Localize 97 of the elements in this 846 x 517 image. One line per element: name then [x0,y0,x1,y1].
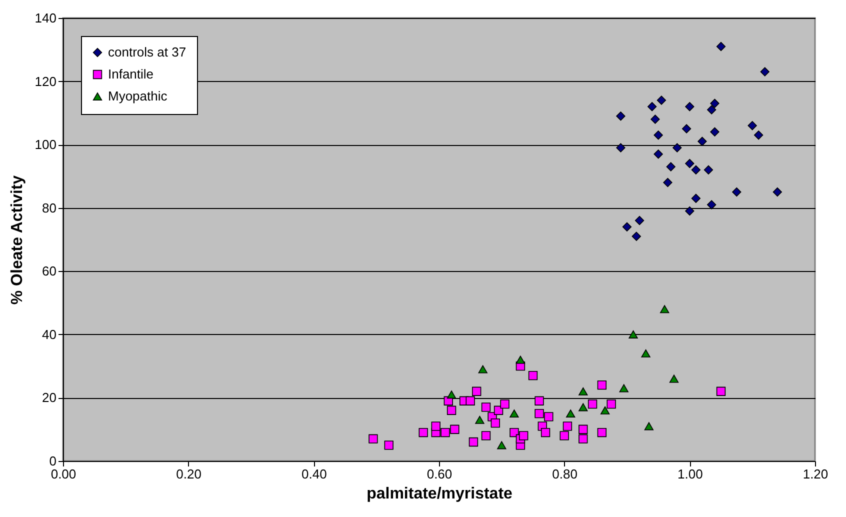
point [544,412,554,422]
point [440,428,450,438]
point [478,365,488,374]
point [732,187,742,197]
x-tick-label: 0.20 [176,466,202,482]
point [716,42,726,52]
point [534,408,544,418]
point [710,127,720,136]
y-axis-title: % Oleate Activity [8,175,26,305]
point [663,178,672,188]
point [368,434,378,444]
point [619,384,628,392]
point [578,387,588,396]
y-tick-label: 20 [42,390,56,406]
point [562,422,572,431]
point [644,422,654,430]
point [650,114,660,124]
point [772,187,782,197]
point [481,402,491,412]
point [481,431,491,440]
legend-label: Infantile [108,66,154,82]
y-tick-label: 40 [42,326,56,342]
point [760,67,770,76]
point [446,406,456,415]
point [632,232,641,241]
point [490,418,500,428]
point [597,428,607,438]
point [622,222,632,232]
point [578,424,588,434]
point [560,431,569,440]
point [510,428,519,438]
point [716,386,726,396]
point [578,403,588,412]
point [647,102,657,112]
y-tick-label: 0 [49,454,56,468]
y-tick-label: 120 [34,74,56,89]
point [628,330,638,338]
point [510,410,519,418]
x-tick-label: 1.00 [678,466,703,482]
point [685,158,694,168]
y-tick-label: 100 [34,137,56,152]
point [468,437,478,447]
x-tick-label: 1.20 [802,466,828,482]
point [654,149,663,159]
point [540,428,550,438]
point [450,424,460,434]
point [672,143,682,152]
point [431,422,440,431]
point [600,406,610,414]
point [616,143,626,152]
point [691,165,701,174]
point [634,216,644,226]
point [656,96,666,105]
point [500,399,510,409]
point [472,386,482,396]
point [691,194,701,203]
point [519,431,528,440]
point [384,440,394,450]
point [446,390,456,399]
point [669,374,679,383]
x-tick-label: 0.80 [552,466,578,482]
legend-label: Myopathic [108,88,168,104]
point [597,380,607,390]
legend-label: controls at 37 [108,44,186,60]
point [704,165,714,174]
x-tick-label: 0.60 [426,466,452,482]
y-tick-label: 60 [42,264,56,279]
point [578,434,588,444]
point [566,410,576,418]
point [685,206,694,216]
point [475,416,484,424]
point [516,356,526,364]
point [588,399,598,409]
point [497,441,506,450]
x-axis-title: palmitate/myristate [366,486,513,502]
point [710,98,720,108]
point [641,349,650,358]
point [606,399,616,409]
point [528,370,538,380]
point [707,105,716,114]
y-tick-label: 140 [34,10,56,26]
point [534,396,544,406]
point [654,130,663,140]
point [666,162,676,172]
point [466,396,475,406]
point [754,130,764,140]
point [418,428,428,438]
point [685,102,694,112]
y-tick-label: 80 [42,200,56,216]
point [682,124,692,134]
point [748,121,757,130]
point [698,136,707,146]
point [616,112,626,121]
point [707,200,716,210]
point [660,305,670,314]
x-tick-label: 0.40 [302,466,327,482]
x-tick-label: 0.00 [50,466,76,482]
